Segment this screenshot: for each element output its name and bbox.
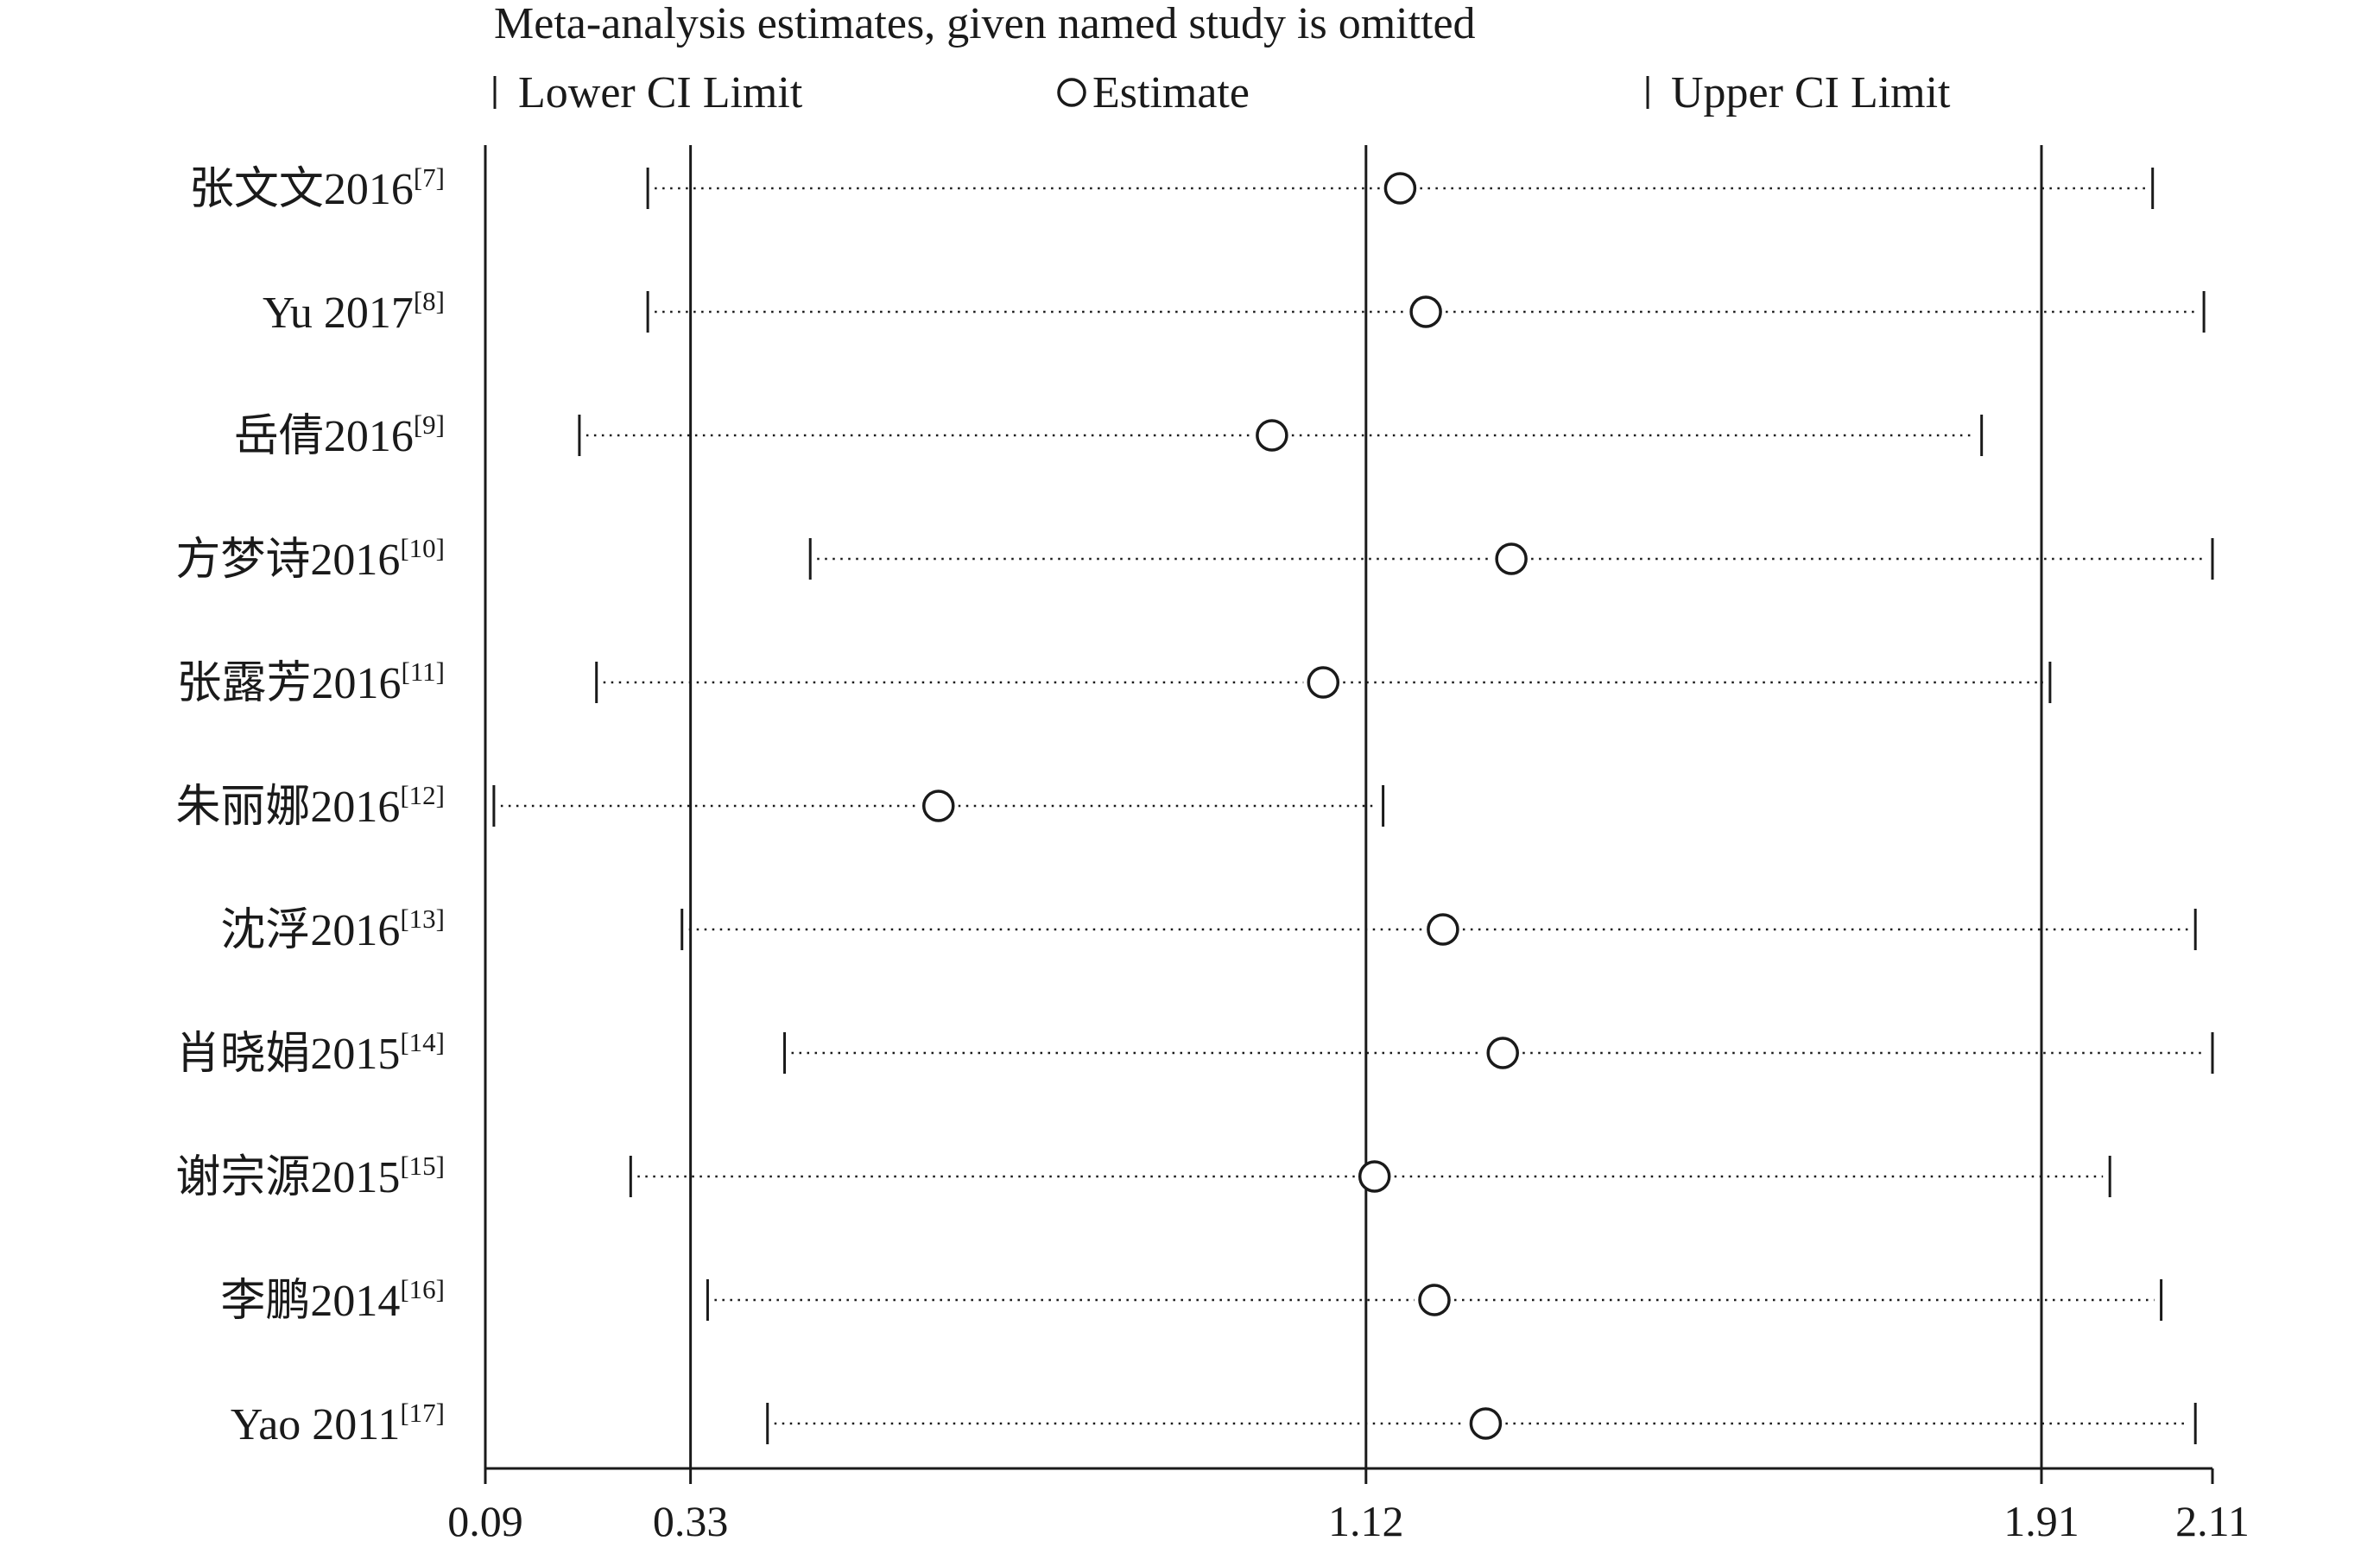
study-row: 肖晓娟2015[14] <box>175 1027 2214 1079</box>
study-reference: [7] <box>414 162 445 193</box>
study-label: 肖晓娟2015[14] <box>175 1027 445 1079</box>
study-row: Yu 2017[8] <box>263 286 2206 338</box>
study-reference: [11] <box>402 656 446 687</box>
study-name: 岳倩2016 <box>234 412 414 461</box>
study-label: 沈浮2016[13] <box>220 904 445 955</box>
estimate-marker <box>1383 172 1417 205</box>
study-label: Yu 2017[8] <box>263 286 445 338</box>
estimate-marker <box>922 790 955 822</box>
estimate-marker <box>1418 1284 1451 1316</box>
x-tick-label: 1.12 <box>1328 1497 1404 1541</box>
estimate-marker <box>1427 913 1459 946</box>
study-name: 肖晓娟2015 <box>175 1030 400 1079</box>
study-row: 谢宗源2015[15] <box>175 1151 2111 1202</box>
study-row: 沈浮2016[13] <box>220 904 2197 955</box>
study-label: 岳倩2016[9] <box>234 409 445 461</box>
x-tick-label: 0.09 <box>447 1497 523 1541</box>
study-label: 方梦诗2016[10] <box>175 533 445 585</box>
x-tick-label: 0.33 <box>653 1497 729 1541</box>
study-row: 张露芳2016[11] <box>176 656 2052 708</box>
study-reference: [16] <box>400 1274 445 1304</box>
study-row: Yao 2011[17] <box>231 1398 2197 1449</box>
study-row: 朱丽娜2016[12] <box>175 780 1385 832</box>
study-reference: [12] <box>400 780 445 810</box>
study-name: 张露芳2016 <box>176 659 401 708</box>
chart-title: Meta-analysis estimates, given named stu… <box>494 0 1476 48</box>
study-reference: [13] <box>400 904 445 934</box>
study-name: Yu 2017 <box>263 289 414 338</box>
study-name: 方梦诗2016 <box>175 536 400 585</box>
study-reference: [14] <box>400 1027 445 1057</box>
study-reference: [17] <box>400 1398 445 1428</box>
study-label: 张露芳2016[11] <box>176 656 445 708</box>
chart-header: Meta-analysis estimates, given named stu… <box>493 0 1951 117</box>
study-reference: [8] <box>414 286 445 316</box>
study-row: 张文文2016[7] <box>189 162 2155 214</box>
study-name: 朱丽娜2016 <box>175 783 400 832</box>
estimate-marker <box>1256 419 1288 452</box>
study-reference: [15] <box>400 1151 445 1181</box>
lower-ci-legend-label: Lower CI Limit <box>518 68 803 117</box>
study-reference: [10] <box>400 533 445 563</box>
estimate-legend-marker <box>1057 78 1086 107</box>
study-reference: [9] <box>414 409 445 440</box>
estimate-marker <box>1486 1037 1519 1069</box>
estimate-legend-label: Estimate <box>1092 68 1250 117</box>
study-label: 李鹏2014[16] <box>220 1274 445 1326</box>
study-label: 朱丽娜2016[12] <box>175 780 445 832</box>
upper-ci-legend-label: Upper CI Limit <box>1671 68 1951 117</box>
estimate-marker <box>1495 542 1528 575</box>
study-row: 李鹏2014[16] <box>220 1274 2163 1326</box>
study-label: 谢宗源2015[15] <box>175 1151 445 1202</box>
study-row: 方梦诗2016[10] <box>175 533 2214 585</box>
study-label: 张文文2016[7] <box>189 162 445 214</box>
estimate-marker <box>1358 1160 1391 1193</box>
study-row: 岳倩2016[9] <box>234 409 1984 461</box>
estimate-marker <box>1409 295 1442 328</box>
estimate-marker <box>1307 666 1340 699</box>
estimate-marker <box>1469 1407 1503 1440</box>
study-rows: 张文文2016[7] Yu 2017[8] 岳倩2016[9] 方梦诗2016[10]… <box>175 162 2214 1449</box>
x-axis: 0.09 0.33 1.12 1.91 2.11 <box>447 1467 2250 1541</box>
study-name: 李鹏2014 <box>220 1277 400 1326</box>
study-name: 沈浮2016 <box>220 906 400 955</box>
x-tick-label: 2.11 <box>2175 1497 2250 1541</box>
study-name: Yao 2011 <box>231 1400 401 1449</box>
study-label: Yao 2011[17] <box>231 1398 445 1449</box>
x-tick-label: 1.91 <box>2003 1497 2079 1541</box>
study-name: 谢宗源2015 <box>175 1152 400 1202</box>
reference-lines <box>484 145 2043 1468</box>
study-name: 张文文2016 <box>189 165 414 214</box>
